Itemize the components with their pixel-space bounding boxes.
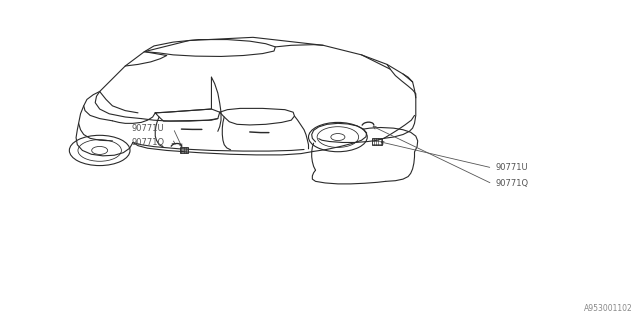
Text: A953001102: A953001102: [584, 304, 633, 313]
Text: 90771U: 90771U: [132, 124, 164, 132]
Text: 90771U: 90771U: [495, 164, 528, 172]
Text: 90771Q: 90771Q: [495, 180, 529, 188]
Text: 90771Q: 90771Q: [132, 138, 164, 147]
